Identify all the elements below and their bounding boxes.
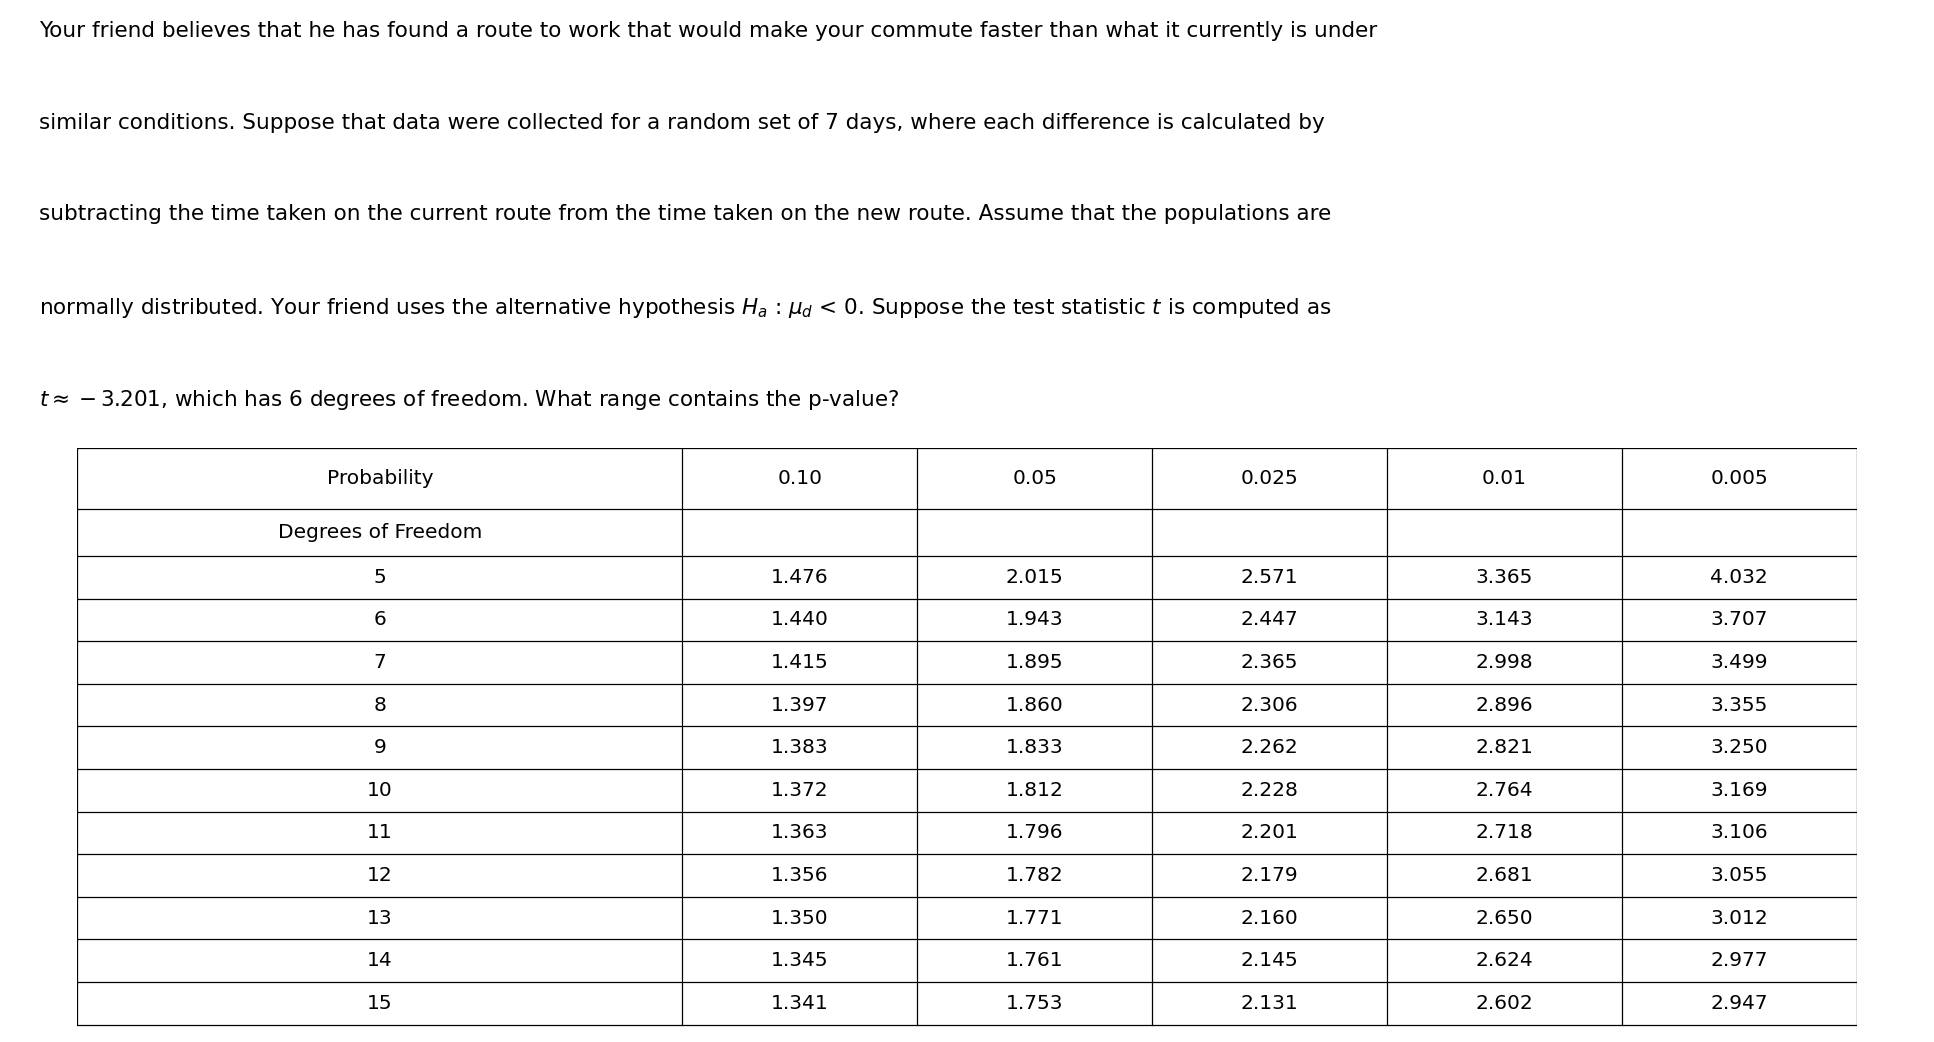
Text: 2.145: 2.145: [1240, 951, 1298, 970]
Text: 3.250: 3.250: [1710, 738, 1768, 758]
Text: 2.947: 2.947: [1710, 994, 1768, 1013]
Text: 0.10: 0.10: [777, 469, 822, 489]
Text: 14: 14: [367, 951, 393, 970]
Text: 0.01: 0.01: [1481, 469, 1526, 489]
Text: 1.397: 1.397: [772, 696, 828, 715]
Text: 0.025: 0.025: [1240, 469, 1298, 489]
Text: 0.005: 0.005: [1710, 469, 1768, 489]
Text: normally distributed. Your friend uses the alternative hypothesis $H_a$ : $\mu_d: normally distributed. Your friend uses t…: [39, 296, 1331, 320]
Text: 1.895: 1.895: [1006, 653, 1064, 672]
Text: 4.032: 4.032: [1710, 568, 1768, 587]
Text: 7: 7: [373, 653, 387, 672]
Text: 2.179: 2.179: [1242, 866, 1298, 885]
Text: 2.306: 2.306: [1242, 696, 1298, 715]
Text: 2.764: 2.764: [1476, 780, 1534, 800]
Text: 8: 8: [373, 696, 387, 715]
Text: 0.05: 0.05: [1011, 469, 1058, 489]
Text: 2.447: 2.447: [1240, 611, 1298, 629]
Text: 1.383: 1.383: [772, 738, 828, 758]
Text: 2.015: 2.015: [1006, 568, 1064, 587]
Text: 1.356: 1.356: [772, 866, 828, 885]
Text: 2.821: 2.821: [1476, 738, 1534, 758]
Text: 2.160: 2.160: [1240, 909, 1298, 927]
Text: 9: 9: [373, 738, 387, 758]
Text: 1.860: 1.860: [1006, 696, 1064, 715]
Text: 1.753: 1.753: [1006, 994, 1064, 1013]
Text: 1.833: 1.833: [1006, 738, 1064, 758]
Text: 2.602: 2.602: [1476, 994, 1534, 1013]
Text: 11: 11: [367, 823, 393, 842]
Text: 2.262: 2.262: [1240, 738, 1298, 758]
Text: 2.977: 2.977: [1710, 951, 1768, 970]
Text: 2.718: 2.718: [1476, 823, 1534, 842]
Text: 2.201: 2.201: [1240, 823, 1298, 842]
Text: 13: 13: [367, 909, 393, 927]
Text: 3.365: 3.365: [1476, 568, 1534, 587]
Text: 1.345: 1.345: [772, 951, 828, 970]
Text: 3.106: 3.106: [1710, 823, 1768, 842]
Text: 1.761: 1.761: [1006, 951, 1064, 970]
Text: subtracting the time taken on the current route from the time taken on the new r: subtracting the time taken on the curren…: [39, 204, 1331, 224]
Text: Degrees of Freedom: Degrees of Freedom: [278, 523, 482, 542]
Text: 1.943: 1.943: [1006, 611, 1064, 629]
Text: 2.650: 2.650: [1476, 909, 1534, 927]
Text: 3.355: 3.355: [1710, 696, 1768, 715]
Text: 2.896: 2.896: [1476, 696, 1534, 715]
Text: 1.782: 1.782: [1006, 866, 1064, 885]
Text: 1.476: 1.476: [772, 568, 828, 587]
Text: 1.341: 1.341: [772, 994, 828, 1013]
Text: 12: 12: [367, 866, 393, 885]
Text: 1.350: 1.350: [772, 909, 828, 927]
Text: 15: 15: [367, 994, 393, 1013]
Text: 1.771: 1.771: [1006, 909, 1064, 927]
Text: 2.131: 2.131: [1240, 994, 1298, 1013]
Text: 3.143: 3.143: [1476, 611, 1534, 629]
Text: 2.571: 2.571: [1242, 568, 1298, 587]
Text: Probability: Probability: [327, 469, 433, 489]
Text: 1.372: 1.372: [772, 780, 828, 800]
Text: 1.415: 1.415: [772, 653, 828, 672]
Text: 3.169: 3.169: [1710, 780, 1768, 800]
Text: 2.681: 2.681: [1476, 866, 1534, 885]
Text: 3.055: 3.055: [1710, 866, 1768, 885]
Text: 6: 6: [373, 611, 387, 629]
Text: 1.796: 1.796: [1006, 823, 1064, 842]
Text: 2.228: 2.228: [1240, 780, 1298, 800]
Text: 10: 10: [367, 780, 393, 800]
Text: 2.365: 2.365: [1242, 653, 1298, 672]
Text: 5: 5: [373, 568, 387, 587]
Text: 2.998: 2.998: [1476, 653, 1534, 672]
Text: 3.499: 3.499: [1710, 653, 1768, 672]
Text: 3.012: 3.012: [1710, 909, 1768, 927]
Text: 1.363: 1.363: [772, 823, 828, 842]
Text: $t \approx -3.201$, which has 6 degrees of freedom. What range contains the p-va: $t \approx -3.201$, which has 6 degrees …: [39, 388, 899, 412]
Text: 1.440: 1.440: [772, 611, 828, 629]
Text: 2.624: 2.624: [1476, 951, 1534, 970]
Text: Your friend believes that he has found a route to work that would make your comm: Your friend believes that he has found a…: [39, 21, 1377, 41]
Text: 1.812: 1.812: [1006, 780, 1064, 800]
Text: similar conditions. Suppose that data were collected for a random set of 7 days,: similar conditions. Suppose that data we…: [39, 113, 1325, 132]
Text: 3.707: 3.707: [1710, 611, 1768, 629]
